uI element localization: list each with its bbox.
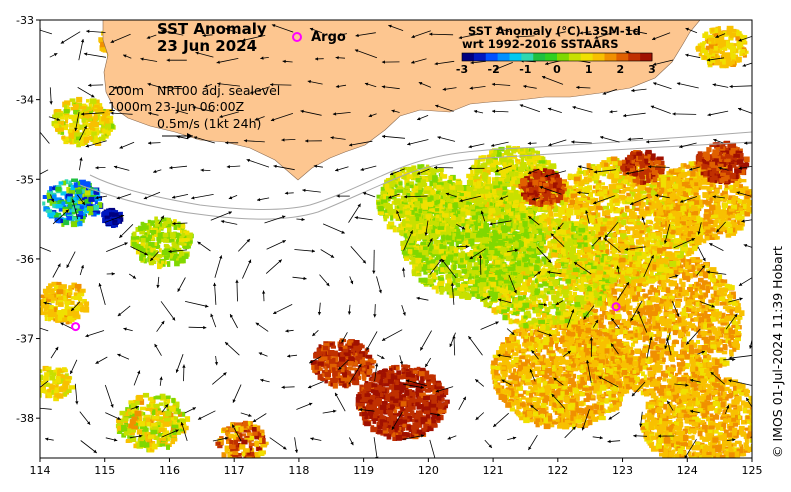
colorbar-swatch: [545, 53, 558, 61]
y-tick-label: -38: [16, 412, 34, 425]
x-tick-label: 114: [30, 464, 51, 477]
colorbar-swatch: [485, 53, 499, 61]
colorbar-tick-label: 0: [553, 63, 561, 76]
y-axis-ticks: -33 -34 -35 -36 -37 -38: [16, 14, 40, 425]
contour-1000m: [79, 141, 752, 220]
colorbar: -3 -2 -1 0 1 2 3: [456, 52, 656, 76]
colorbar-swatch: [509, 53, 522, 61]
colorbar-swatch: [568, 53, 582, 61]
colorbar-title-line-2: wrt 1992-2016 SSTAARS: [462, 37, 619, 51]
colorbar-swatch: [473, 53, 487, 61]
credit-text: © IMOS 01-Jul-2024 11:39 Hobart: [770, 246, 785, 458]
colorbar-tick-label: 3: [648, 63, 656, 76]
argo-float-marker[interactable]: [611, 302, 621, 312]
colorbar-title: SST Anomaly (°C) L3SM-1d wrt 1992-2016 S…: [462, 25, 641, 51]
colorbar-swatch: [462, 53, 475, 61]
colorbar-swatch: [521, 53, 534, 61]
argo-marker-icon: [292, 31, 302, 42]
y-tick-label: -34: [16, 94, 34, 107]
colorbar-swatch: [640, 53, 653, 61]
contour-200m: [89, 131, 752, 211]
depth-1000-label: 1000m: [108, 99, 152, 114]
colorbar-title-line-1: SST Anomaly (°C) L3SM-1d: [468, 24, 641, 38]
title-line-2: 23 Jun 2024: [157, 37, 258, 55]
colorbar-swatch: [616, 53, 629, 61]
colorbar-swatch: [604, 53, 617, 61]
colorbar-tick-label: -1: [519, 63, 531, 76]
colorbar-swatch: [557, 53, 570, 61]
colorbar-swatch: [592, 53, 605, 61]
y-tick-label: -33: [16, 14, 34, 27]
depth-200-label: 200m: [108, 83, 145, 98]
plot-frame: [39, 19, 753, 459]
x-tick-label: 120: [418, 464, 439, 477]
scale-arrow: [162, 133, 193, 139]
x-tick-label: 118: [288, 464, 309, 477]
map-title: SST Anomaly 23 Jun 2024: [157, 21, 267, 55]
x-tick-label: 124: [677, 464, 698, 477]
colorbar-swatch: [628, 53, 641, 61]
colorbar-swatch: [497, 53, 510, 61]
colorbar-swatch: [580, 53, 594, 61]
colorbar-tick-label: -3: [456, 63, 468, 76]
argo-floats: [71, 302, 621, 332]
title-line-1: SST Anomaly: [157, 20, 267, 38]
x-tick-label: 115: [94, 464, 115, 477]
sst-anomaly-pixels: [40, 22, 752, 458]
argo-float-marker[interactable]: [71, 322, 81, 332]
x-tick-label: 121: [483, 464, 504, 477]
argo-legend-label: Argo: [311, 30, 346, 45]
colorbar-tick-label: 1: [585, 63, 593, 76]
x-tick-label: 119: [353, 464, 374, 477]
argo-legend: Argo: [292, 26, 346, 45]
current-vectors: [40, 24, 752, 458]
x-axis-ticks: 114 115 116 117 118 119 120 121 122 123 124 125: [30, 458, 763, 477]
colorbar-tick-label: -2: [488, 63, 500, 76]
time-label: 23-Jun 06:00Z: [155, 99, 245, 114]
scale-label: 0.5m/s (1kt 24h): [157, 116, 262, 131]
x-tick-label: 123: [612, 464, 633, 477]
y-tick-label: -35: [16, 173, 34, 186]
y-tick-label: -36: [16, 253, 34, 266]
product-label: NRT00 adj. sealevel: [157, 83, 281, 98]
colorbar-swatch: [533, 53, 546, 61]
x-tick-label: 125: [742, 464, 763, 477]
x-tick-label: 117: [224, 464, 245, 477]
colorbar-tick-label: 2: [617, 63, 625, 76]
x-tick-label: 122: [547, 464, 568, 477]
x-tick-label: 116: [159, 464, 180, 477]
y-tick-label: -37: [16, 333, 34, 346]
